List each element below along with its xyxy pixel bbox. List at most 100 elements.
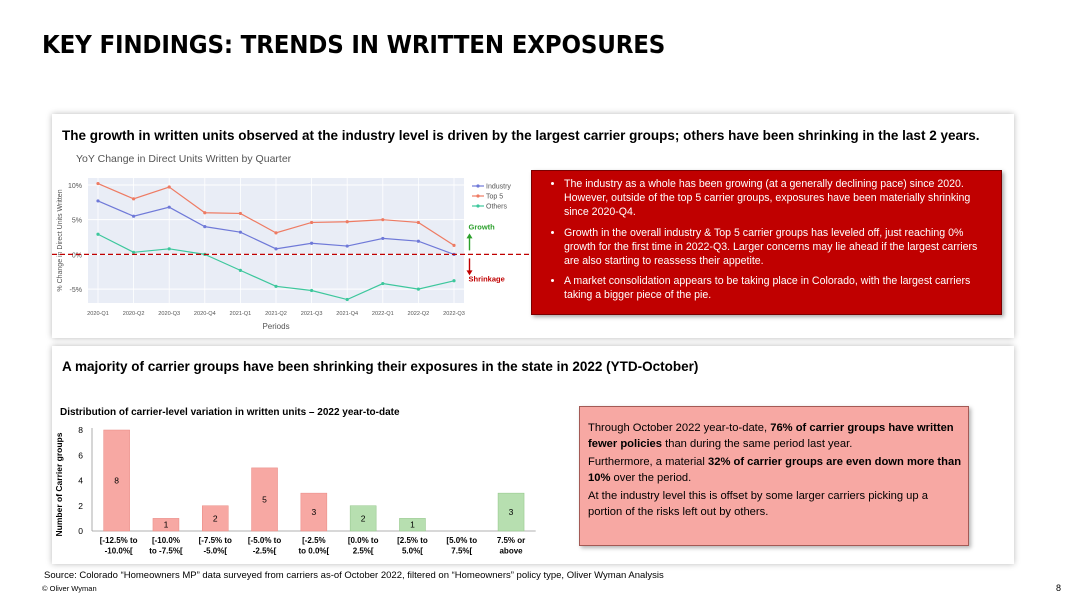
- bar: [497, 492, 525, 532]
- bar-value-label: 3: [311, 507, 316, 517]
- data-point: [452, 243, 456, 247]
- source-note: Source: Colorado “Homeowners MP” data su…: [44, 570, 664, 581]
- data-point: [345, 220, 349, 224]
- data-point: [167, 205, 171, 209]
- legend-marker: [476, 194, 480, 198]
- trend-callout: The industry as a whole has been growing…: [531, 170, 1002, 315]
- bar: [251, 467, 278, 532]
- legend-label: Top 5: [486, 194, 503, 201]
- data-point: [203, 211, 207, 215]
- y-tick-label: 2: [78, 501, 83, 511]
- trend-bullet-1: The industry as a whole has been growing…: [564, 177, 993, 220]
- bar: [349, 505, 377, 532]
- data-point: [132, 214, 136, 218]
- callout-paragraph-2: Furthermore, a material 32% of carrier g…: [588, 455, 962, 486]
- x-tick-label: 2022-Q2: [408, 311, 430, 317]
- bar-value-label: 2: [361, 513, 366, 523]
- x-tick-label: to 0.0%[: [299, 547, 330, 556]
- x-tick-label: 2021-Q1: [230, 311, 252, 317]
- data-point: [96, 232, 100, 236]
- data-point: [452, 279, 456, 283]
- bar-value-label: 2: [213, 513, 218, 523]
- data-point: [416, 220, 420, 225]
- x-tick-label: [5.0% to: [446, 536, 477, 545]
- x-tick-label: [-2.5%: [302, 536, 326, 545]
- x-tick-label: [2.5% to: [397, 536, 428, 545]
- bar: [399, 518, 426, 532]
- data-point: [345, 297, 349, 302]
- x-tick-label: -5.0%[: [203, 547, 227, 556]
- x-tick-label: above: [499, 547, 523, 556]
- data-point: [274, 284, 278, 288]
- data-point: [274, 247, 278, 251]
- trend-bullet-3: A market consolidation appears to be tak…: [564, 274, 993, 302]
- callout-emphasis: 76% of carrier groups have written fewer…: [588, 422, 954, 450]
- data-point: [167, 185, 171, 189]
- page-number: 8: [1056, 583, 1062, 593]
- callout-text: Furthermore, a material: [588, 456, 708, 468]
- x-tick-label: 2020-Q1: [87, 311, 109, 317]
- distribution-callout: Through October 2022 year-to-date, 76% o…: [579, 406, 969, 546]
- line-chart-title: YoY Change in Direct Units Written by Qu…: [76, 153, 292, 165]
- legend-label: Industry: [486, 184, 511, 191]
- x-tick-label: to -7.5%[: [149, 547, 183, 556]
- data-point: [310, 220, 314, 225]
- bar-value-label: 8: [114, 476, 119, 486]
- callout-text: over the period.: [610, 471, 692, 484]
- data-point: [96, 181, 100, 186]
- data-point: [310, 241, 314, 245]
- data-point: [238, 211, 242, 216]
- data-point: [381, 236, 385, 241]
- y-tick-label: 5%: [72, 218, 82, 225]
- y-tick-label: 0: [78, 526, 83, 536]
- callout-text: than during the same period last year.: [662, 437, 853, 450]
- data-point: [238, 268, 242, 272]
- x-tick-label: 2020-Q4: [194, 311, 216, 317]
- bar: [152, 518, 180, 532]
- data-point: [274, 231, 278, 235]
- x-tick-label: 2021-Q4: [336, 311, 358, 317]
- data-point: [203, 225, 207, 229]
- data-point: [132, 250, 136, 254]
- trend-panel-heading: The growth in written units observed at …: [62, 128, 980, 143]
- data-point: [381, 281, 385, 286]
- bar-value-label: 3: [509, 507, 514, 517]
- x-tick-label: 2.5%[: [353, 547, 374, 556]
- y-tick-label: 6: [78, 450, 83, 460]
- data-point: [381, 218, 385, 222]
- callout-paragraph-3: At the industry level this is offset by …: [588, 490, 928, 518]
- copyright: © Oliver Wyman: [42, 584, 97, 593]
- legend-label: Others: [486, 204, 508, 211]
- x-tick-label: -2.5%[: [253, 547, 277, 556]
- data-point: [238, 230, 242, 234]
- legend-marker: [476, 204, 480, 208]
- growth-arrowhead: [466, 233, 473, 239]
- legend-marker: [476, 184, 480, 188]
- data-point: [416, 239, 420, 243]
- x-tick-label: 2021-Q3: [301, 311, 323, 317]
- x-axis-label: Periods: [262, 322, 289, 331]
- distribution-panel-heading: A majority of carrier groups have been s…: [62, 359, 699, 374]
- x-tick-label: 2021-Q2: [265, 311, 287, 317]
- bar-value-label: 5: [262, 494, 267, 504]
- data-point: [416, 287, 420, 291]
- data-point: [345, 244, 349, 248]
- data-point: [310, 288, 314, 293]
- x-tick-label: 2022-Q3: [443, 311, 465, 317]
- bar: [103, 429, 130, 532]
- x-tick-label: 2020-Q3: [158, 311, 180, 317]
- bar-value-label: 1: [164, 520, 169, 530]
- x-tick-label: 2022-Q1: [372, 311, 394, 317]
- x-tick-label: 7.5% or: [497, 536, 525, 545]
- x-tick-label: [-5.0% to: [248, 536, 281, 545]
- line-chart: YoY Change in Direct Units Written by Qu…: [52, 153, 532, 331]
- x-tick-label: -10.0%[: [105, 547, 133, 556]
- x-tick-label: [-12.5% to: [100, 536, 138, 545]
- slide-title: KEY FINDINGS: TRENDS IN WRITTEN EXPOSURE…: [42, 30, 666, 59]
- shrinkage-arrowhead: [466, 270, 473, 276]
- y-tick-label: 0%: [72, 252, 82, 259]
- shrinkage-label: Shrinkage: [469, 274, 505, 283]
- y-axis-label: Number of Carrier groups: [54, 432, 64, 536]
- bar-chart: Distribution of carrier-level variation …: [54, 407, 536, 556]
- y-axis-label: % Change in Direct Units Written: [57, 189, 64, 291]
